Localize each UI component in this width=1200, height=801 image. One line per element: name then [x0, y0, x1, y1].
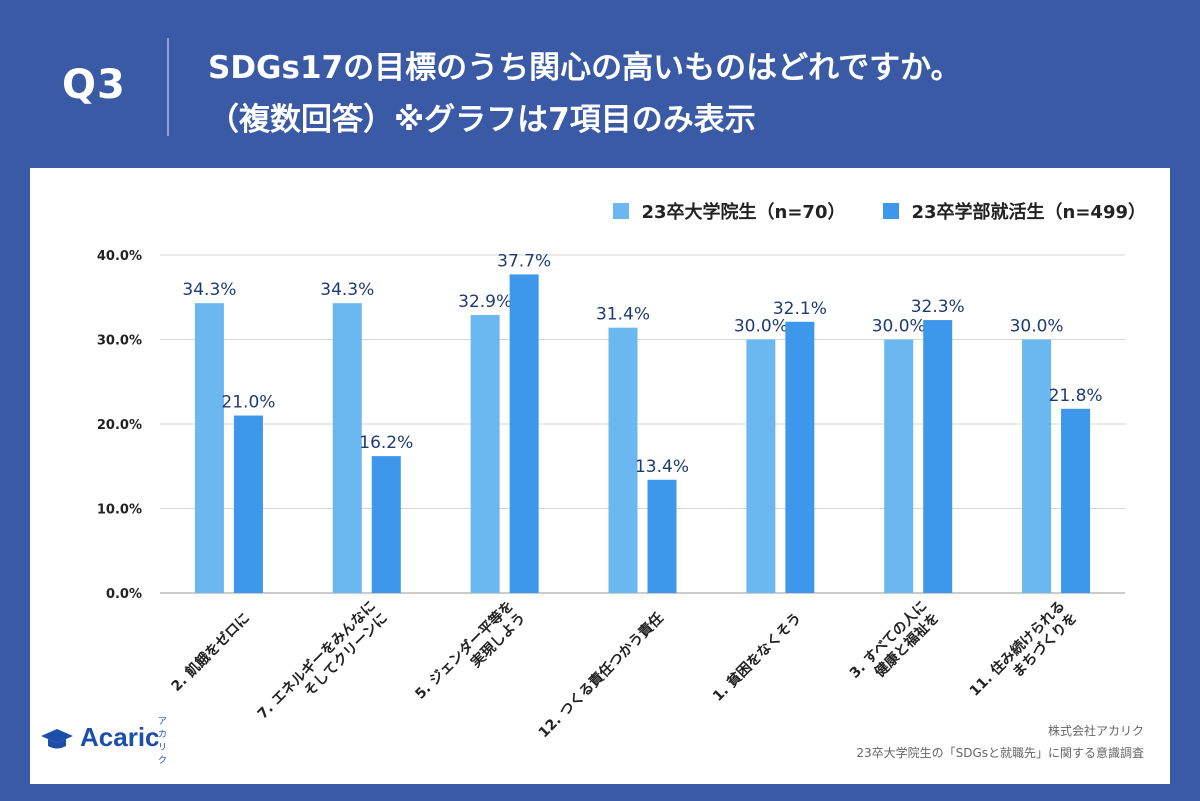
logo-text: Acaric	[80, 722, 160, 752]
data-label: 34.3%	[182, 280, 236, 300]
acaric-logo: Acaric アカリク	[40, 717, 167, 766]
header-divider	[167, 38, 169, 136]
data-label: 30.0%	[1010, 317, 1064, 337]
data-label: 13.4%	[635, 457, 689, 477]
source-survey: 23卒大学院生の「SDGsと就職先」に関する意識調査	[856, 746, 1144, 760]
bar	[233, 415, 263, 593]
data-label: 32.3%	[911, 297, 965, 317]
legend: 23卒大学院生（n=70） 23卒学部就活生（n=499）	[575, 198, 1146, 224]
chart-title-line-2: （複数回答）※グラフは7項目のみ表示	[208, 102, 756, 138]
bar	[923, 320, 953, 593]
bar	[509, 274, 539, 593]
bar	[884, 339, 914, 593]
logo-kana: アカリク	[158, 717, 170, 766]
legend-label-graduate: 23卒大学院生（n=70）	[641, 202, 846, 223]
bar	[647, 479, 677, 593]
source-note: 株式会社アカリク 23卒大学院生の「SDGsと就職先」に関する意識調査	[856, 720, 1144, 764]
category-label-line: 12. つくる責任つかう責任	[535, 609, 667, 741]
bar-chart: 0.0% 10.0% 20.0% 30.0% 40.0% 34.3% 21.0% 2. 飢餓を…	[97, 249, 1125, 741]
data-label: 30.0%	[872, 317, 926, 337]
category-label-line: 5. ジェンダー平等を	[412, 597, 517, 702]
legend-item-undergraduate: 23卒学部就活生（n=499）	[883, 198, 1146, 224]
legend-swatch-undergraduate	[883, 203, 900, 219]
y-tick-label: 40.0%	[97, 249, 142, 264]
data-label: 30.0%	[734, 317, 788, 337]
source-company: 株式会社アカリク	[1047, 724, 1144, 738]
y-tick-label: 0.0%	[106, 587, 142, 602]
bar	[608, 327, 638, 593]
legend-item-graduate: 23卒大学院生（n=70）	[613, 198, 845, 224]
y-tick-label: 20.0%	[97, 418, 142, 433]
chart-panel: 0.0% 10.0% 20.0% 30.0% 40.0% 34.3% 21.0% 2. 飢餓を…	[30, 168, 1170, 784]
category-label-line: 7. エネルギーをみんなに	[254, 597, 379, 722]
data-label: 37.7%	[497, 251, 551, 271]
data-label: 16.2%	[359, 433, 413, 453]
bar	[332, 303, 362, 593]
data-label: 21.0%	[221, 393, 275, 413]
data-label: 34.3%	[320, 280, 374, 300]
chart-title-line-1: SDGs17の目標のうち関心の高いものはどれですか。	[208, 50, 962, 86]
legend-label-undergraduate: 23卒学部就活生（n=499）	[911, 202, 1146, 223]
bar	[1061, 408, 1091, 593]
bar	[371, 456, 401, 593]
graduation-cap-icon	[41, 729, 73, 749]
bar	[470, 314, 500, 593]
data-label: 31.4%	[596, 305, 650, 325]
bar	[1022, 339, 1052, 593]
question-number: Q3	[62, 62, 126, 108]
data-label: 32.9%	[458, 292, 512, 312]
category-label-line: 1. 貧困をなくそう	[709, 609, 804, 704]
category-label: 2. 飢餓をゼロに	[168, 609, 254, 695]
y-tick-label: 10.0%	[97, 503, 142, 518]
category-label: 12. つくる責任つかう責任	[535, 609, 667, 741]
bar	[194, 303, 224, 593]
legend-swatch-graduate	[613, 203, 630, 219]
data-label: 21.8%	[1049, 386, 1103, 406]
category-label: 1. 貧困をなくそう	[709, 609, 804, 704]
data-label: 32.1%	[773, 299, 827, 319]
y-tick-label: 30.0%	[97, 334, 142, 349]
bar	[785, 321, 815, 593]
bar	[746, 339, 776, 593]
category-label-line: 2. 飢餓をゼロに	[168, 609, 254, 695]
header: Q3 SDGs17の目標のうち関心の高いものはどれですか。 （複数回答）※グラフ…	[0, 0, 1200, 165]
